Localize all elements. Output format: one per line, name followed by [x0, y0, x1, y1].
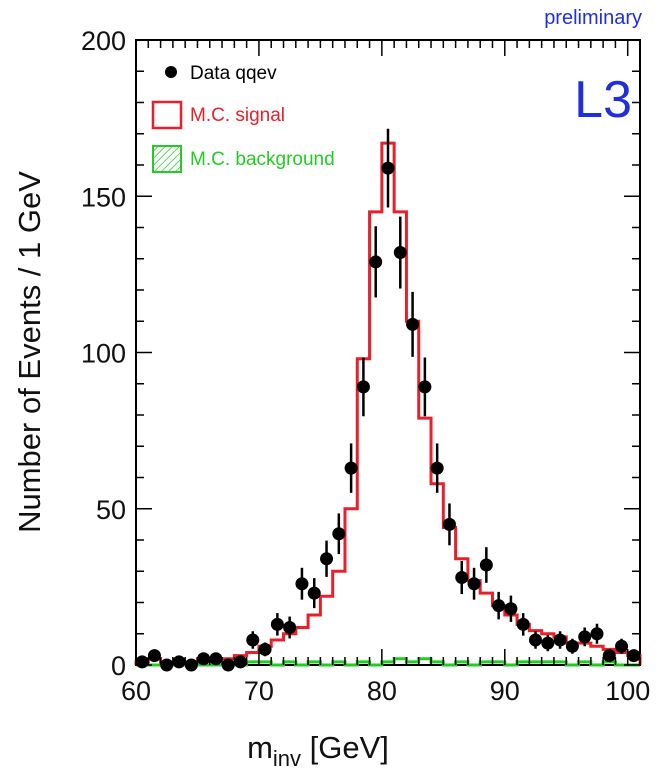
- data-point: [197, 652, 211, 666]
- data-point: [160, 658, 174, 672]
- legend-signal-swatch: [151, 100, 183, 130]
- x-axis-title-main: m: [247, 730, 273, 765]
- data-point: [627, 649, 641, 663]
- x-tick-label: 80: [367, 676, 397, 706]
- data-point: [381, 161, 395, 175]
- x-tick-label: 60: [121, 676, 151, 706]
- x-axis-title-sub: inv: [273, 746, 301, 771]
- background-series-line: [136, 657, 640, 667]
- data-point: [332, 527, 346, 541]
- y-tick-labels: 0 50 100 150 200: [81, 26, 126, 681]
- data-point: [565, 639, 579, 653]
- x-tick-label: 70: [244, 676, 274, 706]
- data-point: [184, 658, 198, 672]
- data-point: [492, 599, 506, 613]
- x-tick-label: 90: [490, 676, 520, 706]
- y-tick-label: 50: [96, 495, 126, 525]
- data-point: [246, 633, 260, 647]
- data-point: [602, 649, 616, 663]
- legend-signal-label: M.C. signal: [190, 105, 285, 126]
- data-point: [418, 380, 432, 394]
- data-point: [369, 255, 383, 269]
- legend-background-swatch: [152, 145, 182, 173]
- data-point: [320, 552, 334, 566]
- legend-data-label: Data qqev: [190, 63, 277, 84]
- legend-background-label: M.C. background: [190, 149, 335, 170]
- data-point: [467, 577, 481, 591]
- data-point: [283, 621, 297, 634]
- data-point: [406, 317, 420, 331]
- data-point: [209, 652, 223, 666]
- data-point: [455, 571, 469, 584]
- x-axis-title: minv [GeV]: [247, 730, 389, 771]
- data-point: [578, 630, 592, 644]
- data-point: [172, 655, 186, 669]
- y-axis-title: Number of Events / 1 GeV: [12, 171, 47, 533]
- background-histogram: [136, 657, 640, 667]
- data-point: [479, 558, 493, 572]
- signal-histogram: [134, 141, 642, 665]
- data-point: [529, 633, 543, 647]
- data-point: [504, 602, 518, 616]
- x-tick-labels: 60 70 80 90 100: [121, 676, 650, 706]
- data-point: [295, 577, 309, 591]
- data-point: [516, 617, 530, 631]
- data-point: [442, 517, 456, 531]
- x-tick-label: 100: [605, 676, 650, 706]
- y-tick-label: 200: [81, 26, 126, 56]
- data-point: [147, 649, 161, 663]
- data-point: [221, 658, 235, 672]
- data-point: [541, 636, 555, 650]
- data-point: [356, 380, 370, 394]
- data-point: [615, 639, 629, 653]
- data-points: [135, 128, 641, 672]
- legend-data-marker: [165, 66, 177, 78]
- data-point: [590, 627, 604, 641]
- y-tick-label: 0: [111, 651, 126, 681]
- x-axis-title-unit: [GeV]: [310, 730, 389, 765]
- data-point: [553, 633, 567, 647]
- data-point: [233, 655, 247, 669]
- y-tick-label: 150: [81, 182, 126, 212]
- data-point: [270, 617, 284, 631]
- y-tick-label: 100: [81, 339, 126, 369]
- data-point: [135, 655, 149, 669]
- data-point: [344, 461, 358, 475]
- preliminary-label: preliminary: [544, 7, 642, 29]
- data-point: [393, 246, 407, 259]
- axis-ticks: [135, 39, 641, 666]
- signal-series-line: [134, 141, 642, 665]
- experiment-label: L3: [574, 71, 632, 129]
- data-point: [258, 642, 272, 656]
- legend: Data qqev M.C. signal M.C. background: [151, 63, 335, 173]
- data-point: [430, 461, 444, 475]
- data-point: [307, 586, 321, 600]
